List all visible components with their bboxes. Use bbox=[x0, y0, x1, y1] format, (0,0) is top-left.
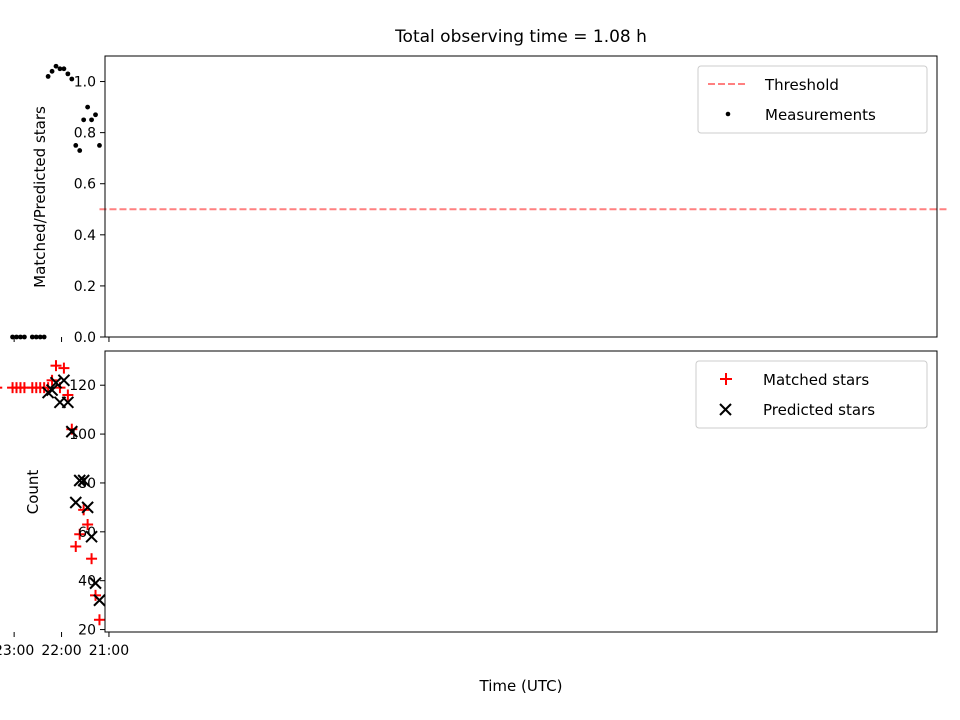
y-tick-label: 0.0 bbox=[74, 330, 96, 346]
bottom-plot-area bbox=[0, 360, 106, 626]
predicted-legend-swatch bbox=[719, 403, 732, 416]
matched-star-point bbox=[62, 389, 74, 401]
y-tick-label: 0.4 bbox=[74, 228, 96, 244]
figure-title: Total observing time = 1.08 h bbox=[394, 27, 647, 47]
predicted-star-point bbox=[73, 474, 86, 487]
bottom-axes: 21:0022:0023:0000:0001:0002:0003:0020406… bbox=[0, 378, 129, 659]
y-tick-label: 0.8 bbox=[74, 126, 96, 142]
top-panel: 0.0 0.2 0.4 0.6 0.8 1.0 Matched/Predicted sta… bbox=[10, 55, 949, 346]
measurement-point bbox=[53, 63, 59, 69]
top-axes-frame bbox=[104, 55, 938, 338]
y-tick-label: 60 bbox=[78, 525, 96, 541]
predicted-star-point bbox=[49, 376, 63, 389]
measurement-point bbox=[61, 66, 67, 72]
predicted-star-point bbox=[89, 576, 102, 590]
top-axes: 0.0 0.2 0.4 0.6 0.8 1.0 bbox=[13, 75, 110, 346]
y-tick-label: 1.0 bbox=[74, 75, 96, 91]
matched-star-point bbox=[82, 518, 94, 530]
matched-star-point bbox=[58, 362, 70, 374]
y-tick-label: 0.2 bbox=[74, 279, 96, 295]
measurement-point bbox=[65, 71, 71, 77]
matched-star-point bbox=[86, 553, 98, 565]
x-axis-label: Time (UTC) bbox=[479, 677, 563, 695]
y-tick-label: 40 bbox=[78, 574, 96, 590]
matched-star-point bbox=[70, 540, 82, 552]
measurement-point bbox=[29, 334, 35, 340]
top-y-axis-label: Matched/Predicted stars bbox=[31, 106, 49, 288]
measurements-legend-label: Measurements bbox=[765, 106, 876, 124]
threshold-legend-label: Threshold bbox=[764, 76, 839, 94]
x-tick-label: 21:00 bbox=[89, 643, 129, 659]
predicted-star-point bbox=[65, 425, 79, 438]
y-tick-label: 120 bbox=[69, 378, 96, 394]
measurement-point bbox=[81, 117, 87, 123]
x-tick-label: 23:00 bbox=[0, 643, 34, 659]
measurement-point bbox=[45, 74, 51, 79]
predicted-star-point bbox=[41, 386, 55, 399]
measurement-point bbox=[33, 334, 39, 340]
predicted-star-point bbox=[77, 474, 90, 487]
measurement-point bbox=[89, 117, 94, 123]
matched-star-point bbox=[74, 528, 86, 540]
predicted-star-point bbox=[93, 594, 106, 607]
measurement-point bbox=[97, 143, 102, 148]
predicted-star-point bbox=[85, 530, 98, 543]
y-tick-label: 100 bbox=[69, 427, 96, 443]
predicted-star-point bbox=[53, 396, 67, 409]
top-legend-box bbox=[697, 65, 928, 134]
predicted-star-point bbox=[69, 496, 82, 509]
measurement-point bbox=[73, 143, 79, 148]
matched-star-point bbox=[50, 360, 62, 372]
matched-legend-swatch bbox=[720, 373, 732, 385]
measurement-point bbox=[18, 334, 23, 340]
measurement-point bbox=[85, 104, 91, 110]
top-legend: Threshold Measurements bbox=[697, 65, 928, 134]
matched-legend-label: Matched stars bbox=[763, 371, 869, 389]
measurement-point bbox=[77, 148, 83, 153]
measurement-point bbox=[69, 76, 75, 82]
matched-star-point bbox=[78, 504, 90, 516]
measurements-legend-swatch bbox=[725, 111, 731, 117]
measurement-point bbox=[14, 334, 19, 340]
bottom-legend: Matched stars Predicted stars bbox=[695, 360, 928, 429]
predicted-legend-label: Predicted stars bbox=[763, 401, 875, 419]
measurement-point bbox=[22, 334, 27, 340]
matched-star-point bbox=[0, 386, 3, 389]
y-tick-label: 20 bbox=[78, 623, 96, 639]
matched-star-point bbox=[93, 614, 105, 626]
y-tick-label: 0.6 bbox=[74, 177, 96, 193]
x-tick-label: 22:00 bbox=[41, 643, 81, 659]
top-plot-area bbox=[10, 63, 949, 340]
measurement-point bbox=[49, 68, 55, 74]
bottom-legend-box bbox=[695, 360, 928, 429]
bottom-panel: 21:0022:0023:0000:0001:0002:0003:0020406… bbox=[0, 350, 938, 695]
measurement-point bbox=[41, 334, 47, 340]
measurement-point bbox=[57, 66, 63, 72]
predicted-star-point bbox=[81, 501, 94, 514]
y-tick-label: 80 bbox=[78, 476, 96, 492]
matched-star-point bbox=[46, 374, 58, 386]
predicted-star-point bbox=[57, 374, 71, 387]
bottom-y-axis-label: Count bbox=[24, 470, 42, 515]
measurement-point bbox=[37, 334, 43, 340]
matched-star-point bbox=[7, 382, 19, 394]
measurement-point bbox=[93, 112, 98, 118]
bottom-axes-frame bbox=[104, 350, 938, 633]
